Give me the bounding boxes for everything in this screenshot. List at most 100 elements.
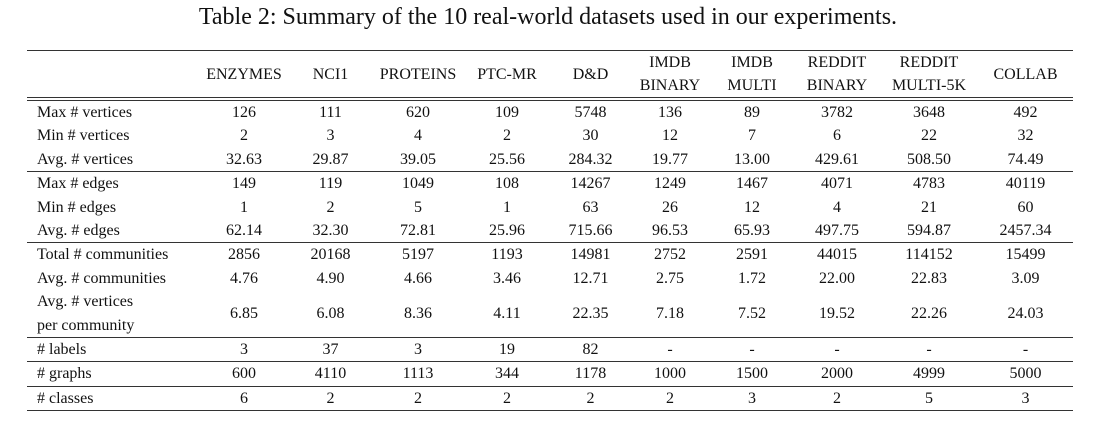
table-cell: 2: [414, 389, 422, 407]
table-cell: 594.87: [907, 222, 951, 240]
table-cell: 3: [326, 127, 335, 145]
table-cell: 4.66: [404, 269, 432, 287]
table-cell: 119: [318, 175, 343, 193]
table-row: Total # communities 2856 20168 5197 1193 1498…: [27, 243, 1073, 267]
table-cell: 6: [240, 389, 248, 407]
cell-line: MULTI-5K: [891, 77, 967, 94]
table-cell: 22.00: [819, 269, 855, 287]
table-cell: 30: [582, 127, 599, 145]
table-cell: -: [834, 341, 840, 359]
table-cell: 620: [406, 104, 430, 121]
table-row: Min # edges 1 2 5 1 63 26 12 4 21 60: [27, 196, 1073, 219]
table-cell: 508.50: [907, 150, 951, 168]
table-cell: 2: [503, 389, 511, 407]
table-cell: 5: [414, 198, 422, 216]
table-cell: 284.32: [568, 150, 613, 168]
table-row: Avg. # vertices per community 6.85 6.08 8.36…: [27, 290, 1073, 337]
table-cell: 1249: [654, 175, 686, 193]
table-caption: Table 2: Summary of the 10 real-world da…: [198, 4, 898, 30]
table-cell: 39.05: [400, 150, 436, 168]
table-cell: 3782: [821, 104, 853, 121]
header-row: ENZYMES NCI1 PROTEINS PTC-MR D&D IMDB BINARY IM…: [27, 50, 1073, 100]
table-cell: 2.75: [656, 269, 684, 287]
table-cell: 114152: [905, 246, 953, 264]
table-cell: 492: [1013, 104, 1038, 121]
table-cell: 7.52: [738, 304, 766, 322]
table-cell: 60: [1017, 198, 1034, 216]
table-cell: 22.83: [911, 269, 947, 287]
table-cell: 1467: [736, 175, 768, 193]
table-cell: 1: [503, 198, 511, 216]
table-cell: 24.03: [1007, 304, 1044, 322]
table-cell: 72.81: [400, 222, 436, 240]
cell-line: REDDIT: [899, 54, 959, 71]
column-header: PROTEINS: [379, 65, 457, 83]
table-cell: 5000: [1009, 365, 1042, 383]
table-cell: 2: [833, 389, 841, 407]
row-label: Max # edges: [37, 175, 119, 193]
table-cell: 20168: [310, 246, 351, 264]
table-cell: 62.14: [226, 222, 262, 240]
row-group: # labels 3 37 3 19 82 - - - - -: [27, 337, 1073, 362]
table-cell: 96.53: [652, 222, 688, 240]
table-cell: 2591: [736, 246, 768, 264]
row-label: # classes: [37, 389, 94, 407]
column-header: NCI1: [312, 65, 349, 83]
table-cell: 4: [833, 198, 841, 216]
table-cell: 3.46: [493, 269, 521, 287]
table-cell: 25.96: [489, 222, 525, 240]
table-cell: 63: [582, 198, 599, 216]
table-row: Avg. # edges 62.14 32.30 72.81 25.96 715.66 96…: [27, 219, 1073, 243]
table-cell: -: [926, 341, 932, 359]
table-cell: 12: [744, 198, 760, 216]
table-cell: 2: [326, 198, 335, 216]
table-cell: 8.36: [404, 304, 432, 322]
table-cell: 126: [232, 104, 256, 121]
table-cell: 4110: [314, 365, 347, 383]
table-cell: 4783: [913, 175, 945, 193]
table-cell: 4.90: [316, 269, 345, 287]
cell-line: per community: [37, 316, 135, 334]
table-cell: 136: [658, 104, 682, 121]
row-label: # graphs: [37, 365, 92, 383]
table-cell: 3: [1021, 389, 1030, 407]
table-cell: 40119: [1005, 175, 1046, 193]
table-cell: 32.63: [226, 150, 262, 168]
table-cell: 1.72: [738, 269, 766, 287]
row-group: Max # vertices 126 111 620 109 5748 136 89 3782 3…: [27, 99, 1073, 172]
table-cell: 26: [662, 198, 678, 216]
table-cell: 2457.34: [999, 222, 1052, 240]
table-cell: 2: [503, 127, 511, 145]
table-cell: 37: [322, 341, 339, 359]
column-header: IMDB MULTI: [710, 51, 794, 100]
table-row: # graphs 600 4110 1113 344 1178 1000 1500 2000 49…: [27, 362, 1073, 386]
table-cell: 19.52: [819, 304, 855, 322]
table-cell: 429.61: [815, 150, 859, 168]
table-cell: 25.56: [489, 150, 525, 168]
table-cell: 5748: [574, 104, 607, 121]
table-cell: 4999: [913, 365, 945, 383]
column-header: IMDB BINARY: [630, 51, 710, 100]
table-cell: 6.85: [230, 304, 258, 322]
table-cell: 7: [748, 127, 756, 145]
table-row: # labels 3 37 3 19 82 - - - - -: [27, 338, 1073, 362]
table-cell: 5197: [402, 246, 434, 264]
table-cell: 497.75: [815, 222, 859, 240]
table-cell: 7.18: [656, 304, 684, 322]
table-cell: 1000: [654, 365, 686, 383]
table-cell: 2: [666, 389, 674, 407]
table-cell: 6: [833, 127, 841, 145]
corner-cell: [27, 51, 200, 100]
table-header: ENZYMES NCI1 PROTEINS PTC-MR D&D IMDB BINARY IM…: [27, 50, 1073, 100]
table-cell: 111: [319, 104, 342, 121]
table-cell: 22.26: [911, 304, 947, 322]
table-cell: 13.00: [734, 150, 770, 168]
table-cell: 3.09: [1011, 269, 1040, 287]
table-cell: -: [1022, 341, 1029, 359]
table-cell: 2000: [821, 365, 853, 383]
table-cell: 344: [495, 365, 519, 383]
table-cell: 19.77: [652, 150, 688, 168]
table-cell: 74.49: [1007, 150, 1044, 168]
column-header: D&D: [572, 65, 609, 83]
